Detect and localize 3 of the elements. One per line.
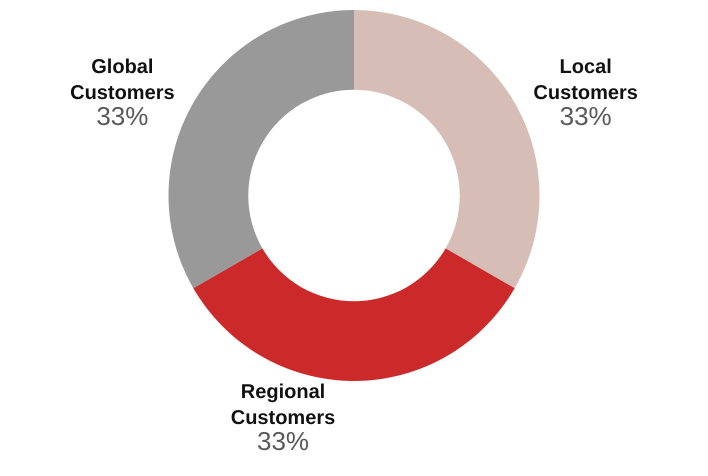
- data-label: 33%: [256, 426, 310, 456]
- slice-label: Regional Customers: [230, 381, 336, 429]
- donut-slice: [193, 248, 515, 381]
